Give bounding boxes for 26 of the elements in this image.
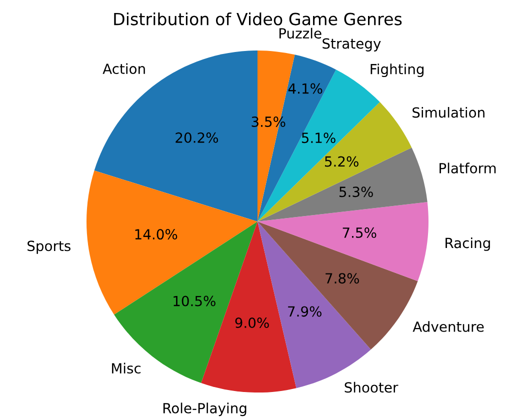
- slice-label: Simulation: [412, 106, 484, 118]
- data-label: 9.0%: [235, 318, 269, 328]
- chart-title: Distribution of Video Game Genres: [114, 12, 402, 26]
- data-label: 5.3%: [340, 186, 373, 198]
- slice-label: Puzzle: [279, 28, 322, 39]
- data-label: 5.2%: [325, 156, 358, 167]
- slice-label: Misc: [112, 362, 141, 374]
- slice-label: Action: [102, 63, 145, 74]
- slice-label: Adventure: [412, 321, 484, 332]
- data-label: 5.1%: [302, 132, 336, 144]
- data-label: 4.1%: [288, 83, 322, 94]
- pie-slice: [258, 148, 428, 222]
- data-label: 7.8%: [326, 273, 359, 284]
- slice-label: Fighting: [370, 64, 424, 78]
- slice-label: Platform: [440, 162, 496, 174]
- slice-label: Strategy: [322, 38, 381, 52]
- slice-label: Racing: [446, 237, 490, 251]
- data-label: 14.0%: [135, 229, 178, 240]
- slice-label: Sports: [28, 240, 70, 254]
- data-label: 7.9%: [288, 306, 322, 317]
- pie-slice: [86, 170, 258, 315]
- slice-label: Role-Playing: [163, 402, 246, 416]
- data-label: 10.5%: [174, 296, 216, 306]
- slice-label: Shooter: [344, 382, 398, 393]
- data-label: 7.5%: [342, 227, 376, 238]
- data-label: 20.2%: [176, 132, 218, 143]
